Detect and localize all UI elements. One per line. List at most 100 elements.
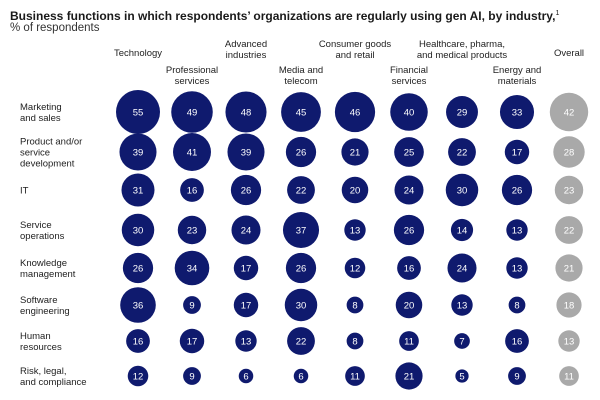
bubble-value: 39	[241, 147, 252, 158]
bubble-financial: 11	[399, 331, 419, 351]
bubble-circle	[183, 367, 201, 385]
bubble-advanced: 17	[233, 292, 259, 318]
bubble-value: 8	[352, 300, 357, 311]
bubble-value: 40	[404, 107, 415, 118]
row-label: Product and/or service development	[20, 137, 82, 170]
bubble-financial: 25	[394, 137, 424, 167]
row-label-line: Service	[20, 220, 52, 231]
column-label-overall: Overall	[554, 48, 584, 59]
bubble-circle	[121, 213, 155, 247]
bubble-circle	[508, 367, 526, 385]
bubble-value: 36	[133, 300, 144, 311]
bubble-circle	[399, 331, 419, 351]
column-label-healthcare: Healthcare, pharma, and medical products	[417, 39, 508, 61]
row-label-line: operations	[20, 231, 65, 242]
bubble-circle	[287, 176, 315, 204]
bubble-value: 13	[457, 300, 468, 311]
bubble-value: 30	[133, 225, 144, 236]
bubble-financial: 21	[395, 362, 423, 390]
bubble-circle	[397, 256, 421, 280]
bubble-value: 30	[457, 185, 468, 196]
bubble-circle	[285, 252, 317, 284]
bubble-professional: 23	[177, 215, 207, 245]
row-label-line: Product and/or	[20, 137, 82, 148]
bubble-healthcare: 7	[454, 333, 470, 349]
column-label-line: Healthcare, pharma,	[419, 39, 505, 50]
bubble-circle	[344, 257, 366, 279]
bubble-value: 20	[404, 300, 415, 311]
bubble-value: 26	[512, 185, 523, 196]
bubble-value: 17	[512, 147, 523, 158]
bubble-circle	[180, 178, 204, 202]
column-label-line: materials	[498, 76, 537, 87]
bubble-circle	[238, 368, 254, 384]
row-label-line: development	[20, 159, 75, 170]
row-label-line: and sales	[20, 113, 61, 124]
bubble-value: 33	[512, 107, 523, 118]
bubble-overall: 23	[554, 175, 584, 205]
bubble-circle	[171, 91, 213, 133]
bubble-circle	[281, 92, 321, 132]
chart-title-text: Business functions in which respondents’…	[10, 9, 556, 23]
bubble-technology: 16	[126, 329, 150, 353]
bubble-value: 16	[187, 185, 198, 196]
bubble-circle	[394, 137, 424, 167]
bubble-advanced: 17	[233, 255, 259, 281]
bubble-circle	[393, 214, 425, 246]
bubble-value: 16	[404, 263, 415, 274]
bubble-circle	[394, 175, 424, 205]
bubble-overall: 11	[559, 366, 579, 386]
bubble-circle	[448, 138, 476, 166]
bubble-value: 13	[241, 336, 252, 347]
bubble-professional: 17	[179, 328, 205, 354]
bubble-healthcare: 13	[451, 294, 473, 316]
bubble-circle	[177, 215, 207, 245]
bubble-circle	[390, 93, 428, 131]
bubble-value: 18	[564, 300, 575, 311]
bubble-circle	[341, 176, 369, 204]
bubble-value: 12	[350, 263, 361, 274]
column-label-line: Consumer goods	[319, 39, 392, 50]
bubble-circle	[334, 91, 376, 133]
column-label-media: Media and telecom	[279, 65, 323, 87]
row-label: Software engineering	[20, 295, 70, 317]
bubble-circle	[230, 174, 262, 206]
bubble-value: 41	[187, 147, 198, 158]
bubble-circle	[555, 216, 583, 244]
bubble-value: 26	[241, 185, 252, 196]
bubble-circle	[173, 133, 211, 171]
bubble-value: 13	[512, 263, 523, 274]
bubble-circle	[116, 90, 160, 134]
row-label: Risk, legal, and compliance	[20, 366, 87, 388]
bubble-circle	[346, 296, 364, 314]
bubble-circle	[119, 133, 157, 171]
bubble-value: 28	[564, 147, 575, 158]
bubble-circle	[341, 138, 369, 166]
bubble-healthcare: 29	[446, 96, 478, 128]
bubble-circle	[284, 288, 318, 322]
bubble-circle	[179, 328, 205, 354]
column-label-line: Technology	[114, 48, 162, 59]
bubble-technology: 55	[116, 90, 160, 134]
column-label-line: Financial	[390, 65, 428, 76]
bubble-circle	[558, 330, 580, 352]
bubble-circle	[183, 296, 201, 314]
bubble-circle	[345, 366, 365, 386]
column-label-line: Energy and	[493, 65, 542, 76]
bubble-value: 34	[187, 263, 198, 274]
bubble-value: 26	[404, 225, 415, 236]
bubble-value: 17	[241, 263, 252, 274]
bubble-circle	[504, 139, 530, 165]
column-label-consumer: Consumer goods and retail	[319, 39, 392, 61]
bubble-circle	[554, 175, 584, 205]
bubble-advanced: 24	[231, 215, 261, 245]
bubble-circle	[446, 96, 478, 128]
bubble-overall: 28	[553, 136, 585, 168]
bubble-value: 39	[133, 147, 144, 158]
bubble-circle	[120, 287, 156, 323]
bubble-value: 23	[564, 185, 575, 196]
bubble-advanced: 13	[235, 330, 257, 352]
row-label-line: Software	[20, 295, 58, 306]
row-label-line: and compliance	[20, 377, 87, 388]
